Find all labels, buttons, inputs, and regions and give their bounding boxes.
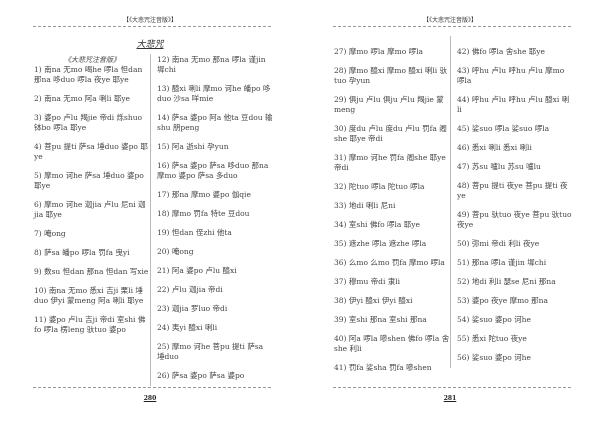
mantra-line: 2) 南na 无mo 阿a 唎li 耶ye xyxy=(34,94,130,103)
mantra-line: 8) 萨sa 皤po 啰la 罚fa 曳yi xyxy=(34,248,130,257)
mantra-line: 35) 遮zhe 啰la 遮zhe 啰la xyxy=(334,239,427,248)
mantra-line: 24) 夷yi 醯xi 唎li xyxy=(157,323,218,332)
right-column: 42) 佛fo 啰la 舍she 耶ye 43) 呼hu 卢lu 呼hu 卢lu … xyxy=(457,47,573,372)
mantra-line: 55) 悉xi 陀tuo 夜ye xyxy=(457,334,527,343)
mantra-line: 54) 娑suo 婆po 诃he xyxy=(457,315,531,324)
footer-divider xyxy=(33,387,271,388)
mantra-line: 41) 罚fa 娑sha 罚fa 嘇shen xyxy=(334,363,432,372)
left-page: 【《大悲咒注音版》】 大悲咒 《大悲咒注音版》 1) 南na 无mo 喝he 啰… xyxy=(33,17,273,402)
mantra-line: 1) 南na 无mo 喝he 啰la 怛dan 那na 哆duo 啰la 夜ye… xyxy=(34,65,143,84)
mantra-line: 12) 南na 无mo 那na 啰la 谨jin 墀chi xyxy=(157,55,266,74)
left-column: 27) 摩mo 啰la 摩mo 啰la 28) 摩mo 醯xi 摩mo 醯xi 唎… xyxy=(334,47,450,382)
mantra-line: 45) 娑suo 啰la 娑suo 啰la xyxy=(457,124,550,133)
mantra-line: 19) 怛dan 侄zhi 他ta xyxy=(157,228,232,237)
header-divider xyxy=(33,26,271,27)
column-divider xyxy=(450,36,451,368)
mantra-line: 46) 悉xi 唎li 悉xi 唎li xyxy=(457,143,532,152)
subtitle: 《大悲咒注音版》 xyxy=(64,56,120,64)
mantra-line: 9) 数su 怛dan 那na 怛dan 写xie xyxy=(34,267,149,276)
header-divider xyxy=(333,26,571,27)
mantra-line: 10) 南na 无mo 悉xi 吉ji 栗li 埵duo 伊yi 蒙meng 阿… xyxy=(34,286,144,305)
mantra-line: 15) 阿a 逝shi 孕yun xyxy=(157,142,229,151)
mantra-line: 51) 那na 啰la 谨jin 墀chi xyxy=(457,258,547,267)
mantra-line: 34) 室shi 佛fo 啰la 耶ye xyxy=(334,220,420,229)
mantra-line: 20) 唵ong xyxy=(157,247,194,256)
mantra-line: 18) 摩mo 罚fa 特te 豆dou xyxy=(157,209,250,218)
mantra-line: 27) 摩mo 啰la 摩mo 啰la xyxy=(334,47,423,56)
mantra-line: 47) 苏su 嚧lu 苏su 嚧lu xyxy=(457,162,541,171)
right-page: 【《大悲咒注音版》】 27) 摩mo 啰la 摩mo 啰la 28) 摩mo 醯x… xyxy=(300,0,600,424)
mantra-line: 7) 唵ong xyxy=(34,229,66,238)
mantra-line: 21) 阿a 婆po 卢lu 醯xi xyxy=(157,266,237,275)
mantra-line: 50) 弥mi 帝di 利li 夜ye xyxy=(457,239,540,248)
mantra-line: 32) 陀tuo 啰la 陀tuo 啰la xyxy=(334,182,425,191)
mantra-line: 52) 地di 利li 瑟se 尼ni 那na xyxy=(457,277,556,286)
mantra-line: 53) 婆po 夜ye 摩mo 那na xyxy=(457,296,548,305)
page-title: 大悲咒 xyxy=(136,40,164,50)
mantra-line: 4) 菩pu 提ti 萨sa 埵duo 婆po 耶ye xyxy=(34,142,148,161)
mantra-line: 56) 娑suo 婆po 诃he xyxy=(457,353,531,362)
mantra-line: 11) 婆po 卢lu 吉ji 帝di 室shi 佛fo 啰la 楞leng 驮… xyxy=(34,315,146,334)
page-number: 281 xyxy=(443,395,457,402)
mantra-line: 3) 婆po 卢lu 羯jie 帝di 烁shuo 钵bo 啰la 耶ye xyxy=(34,113,143,132)
mantra-line: 37) 穆mu 帝di 隶li xyxy=(334,277,401,286)
mantra-line: 40) 阿a 啰la 嘇shen 佛fo 啰la 舍she 利li xyxy=(334,334,450,353)
mantra-line: 48) 菩pu 提ti 夜ye 菩pu 提ti 夜ye xyxy=(457,181,568,200)
mantra-line: 25) 摩mo 诃he 菩pu 提ti 萨sa 埵duo xyxy=(157,342,264,361)
right-column: 12) 南na 无mo 那na 啰la 谨jin 墀chi 13) 醯xi 唎li… xyxy=(157,55,273,390)
column-divider xyxy=(150,54,151,386)
mantra-line: 14) 萨sa 婆po 阿a 他ta 豆dou 输shu 朋peng xyxy=(157,113,273,132)
left-column: 《大悲咒注音版》 1) 南na 无mo 喝he 啰la 怛dan 那na 哆du… xyxy=(34,55,150,344)
mantra-line: 29) 俱ju 卢lu 俱ju 卢lu 羯jie 蒙meng xyxy=(334,95,444,114)
mantra-line: 39) 室shi 那na 室shi 那na xyxy=(334,315,427,324)
mantra-line: 36) 么mo 么mo 罚fa 摩mo 啰la xyxy=(334,258,445,267)
mantra-line: 16) 萨sa 婆po 萨sa 哆duo 那na 摩mo 婆po 萨sa 多du… xyxy=(157,161,269,180)
footer-divider xyxy=(333,387,571,388)
mantra-line: 26) 萨sa 婆po 萨sa 婆po xyxy=(157,371,245,380)
mantra-line: 17) 那na 摩mo 婆po 伽qie xyxy=(157,190,251,199)
mantra-line: 22) 卢lu 迦jia 帝di xyxy=(157,285,223,294)
mantra-line: 23) 迦jia 罗luo 帝di xyxy=(157,304,228,313)
mantra-line: 31) 摩mo 诃he 罚fa 阇she 耶ye 帝di xyxy=(334,153,446,172)
mantra-line: 5) 摩mo 诃he 萨sa 埵duo 婆po 耶ye xyxy=(34,171,144,190)
mantra-line: 30) 度du 卢lu 度du 卢lu 罚fa 阇she 耶ye 帝di xyxy=(334,124,447,143)
mantra-line: 43) 呼hu 卢lu 呼hu 卢lu 摩mo 啰la xyxy=(457,66,565,85)
running-header: 【《大悲咒注音版》】 xyxy=(422,17,477,24)
mantra-line: 42) 佛fo 啰la 舍she 耶ye xyxy=(457,47,545,56)
mantra-line: 33) 地di 唎li 尼ni xyxy=(334,201,396,210)
mantra-line: 38) 伊yi 醯xi 伊yi 醯xi xyxy=(334,296,413,305)
mantra-line: 44) 呼hu 卢lu 呼hu 卢lu 醯xi 唎li xyxy=(457,95,570,114)
mantra-line: 6) 摩mo 诃he 迦jia 卢lu 尼ni 迦jia 耶ye xyxy=(34,200,146,219)
mantra-line: 28) 摩mo 醯xi 摩mo 醯xi 唎li 驮tuo 孕yun xyxy=(334,66,448,85)
mantra-line: 13) 醯xi 唎li 摩mo 诃he 皤po 哆duo 沙sa 咩mie xyxy=(157,84,271,103)
running-header: 【《大悲咒注音版》】 xyxy=(122,17,177,24)
mantra-line: 49) 菩pu 驮tuo 夜ye 菩pu 驮tuo 夜ye xyxy=(457,210,572,229)
page-number: 280 xyxy=(143,395,157,402)
